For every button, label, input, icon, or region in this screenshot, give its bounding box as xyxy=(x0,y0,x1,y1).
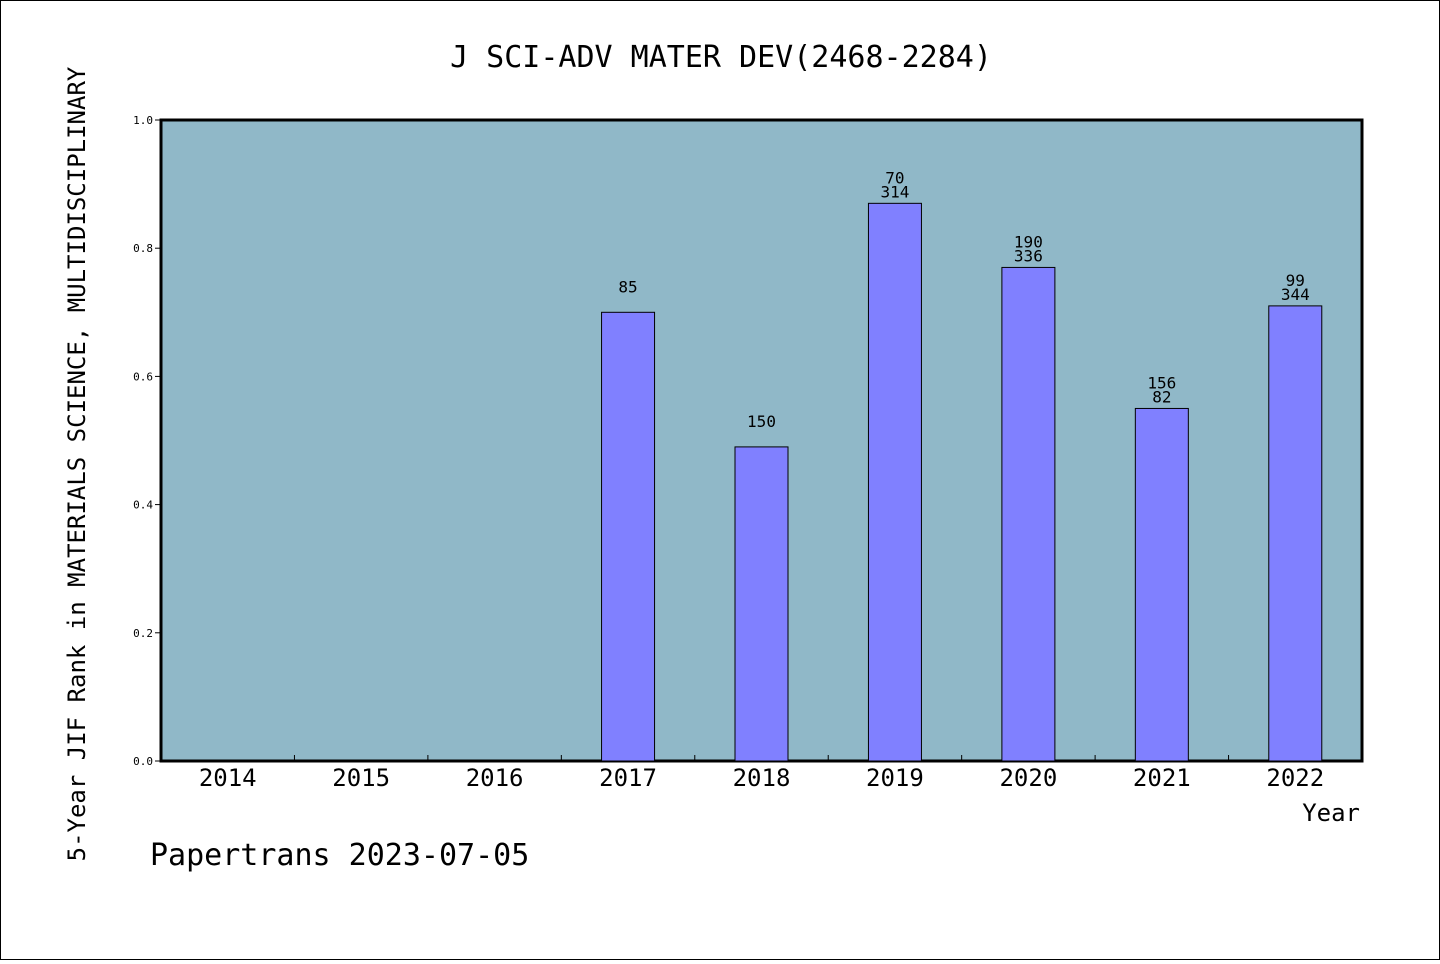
x-tick-label: 2018 xyxy=(733,764,791,792)
bar xyxy=(1268,305,1323,762)
bar xyxy=(734,446,789,762)
bar-data-label: 150 xyxy=(747,412,776,431)
footer-credit: Papertrans 2023-07-05 xyxy=(150,838,529,873)
bar-data-label: 156 xyxy=(1147,373,1176,392)
x-tick-label: 2017 xyxy=(599,764,657,792)
bar xyxy=(601,311,656,762)
y-tick-label: 0.6 xyxy=(133,370,153,383)
bars xyxy=(601,202,1323,762)
x-tick-label: 2015 xyxy=(332,764,390,792)
y-tick-label: 0.0 xyxy=(133,755,153,768)
bar xyxy=(867,202,922,762)
bar-data-label: 336 xyxy=(1014,246,1043,265)
bar-data-label: 99 xyxy=(1286,271,1305,290)
bar-data-label: 70 xyxy=(885,168,904,187)
x-tick-label: 2019 xyxy=(866,764,924,792)
bar xyxy=(1134,407,1189,762)
y-tick-label: 0.2 xyxy=(133,627,153,640)
x-tick-label: 2014 xyxy=(199,764,257,792)
x-tick-label: 2016 xyxy=(466,764,524,792)
x-axis-ticks: 2014 2015 2016 2017 2018 2019 2020 2021 2022 xyxy=(199,755,1324,792)
x-tick-label: 2022 xyxy=(1266,764,1324,792)
chart-title: J SCI-ADV MATER DEV(2468-2284) xyxy=(450,40,992,75)
bar xyxy=(1001,266,1056,762)
bar-data-label: 314 xyxy=(880,182,909,201)
y-tick-label: 0.4 xyxy=(133,499,153,512)
bar-data-label: 85 xyxy=(618,277,637,296)
x-tick-label: 2021 xyxy=(1133,764,1191,792)
y-tick-label: 1.0 xyxy=(133,114,153,127)
x-axis-label: Year xyxy=(1302,799,1360,827)
x-tick-label: 2020 xyxy=(999,764,1057,792)
y-tick-label: 0.8 xyxy=(133,242,153,255)
bar-data-label: 190 xyxy=(1014,232,1043,251)
bar-data-label: 82 xyxy=(1152,387,1171,406)
bar-data-label: 344 xyxy=(1281,285,1310,304)
y-axis-label: 5-Year JIF Rank in MATERIALS SCIENCE, MU… xyxy=(63,66,91,861)
y-axis-ticks: 0.0 0.2 0.4 0.6 0.8 1.0 xyxy=(133,114,161,768)
